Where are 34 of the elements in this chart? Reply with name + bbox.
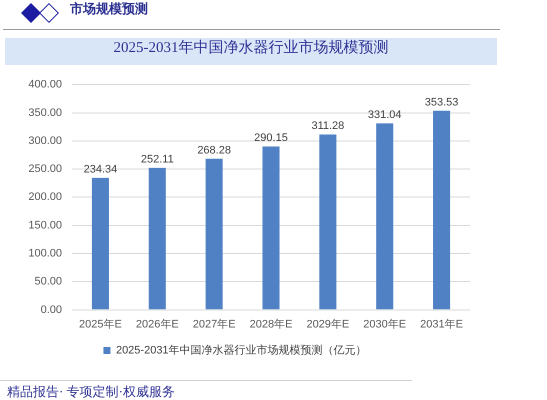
text: 精品报告· 专项定制·权威服务 [7,383,175,400]
bar [376,123,394,310]
y-tick-label: 150.00 [28,219,62,232]
y-tick-label: 300.00 [28,134,62,147]
data-label: 353.53 [424,96,458,108]
x-tick-label: 2030年E [363,318,406,330]
bar [262,146,280,310]
y-tick-label: 100.00 [28,248,62,260]
bar [433,110,450,310]
text: 市场规模预测 [70,0,148,18]
bar [148,168,166,310]
bar [92,178,109,310]
bar [206,158,223,310]
data-label: 252.11 [140,153,174,166]
x-tick-label: 2031年E [420,318,463,330]
data-label: 268.28 [197,144,231,156]
x-tick-label: 2026年E [136,318,179,330]
x-tick-label: 2025年E [79,318,122,330]
data-label: 331.04 [368,108,402,121]
data-label: 290.15 [254,132,288,144]
chart-title: 2025-2031年中国净水器行业市场规模预测 [5,38,497,65]
y-tick-label: 50.00 [34,276,62,288]
y-tick-label: 400.00 [28,78,62,91]
data-label: 234.34 [84,163,118,176]
y-tick-label: 200.00 [28,191,62,204]
y-tick-label: 350.00 [28,106,62,119]
y-tick-label: 250.00 [28,163,62,176]
x-tick-label: 2027年E [192,318,236,330]
x-tick-label: 2028年E [250,318,292,330]
y-tick-label: 0.00 [40,304,62,316]
x-tick-label: 2029年E [306,318,350,330]
legend-label: 2025-2031年中国净水器行业市场规模预测（亿元） [116,344,367,357]
bar [319,134,336,310]
data-label: 311.28 [311,120,344,132]
